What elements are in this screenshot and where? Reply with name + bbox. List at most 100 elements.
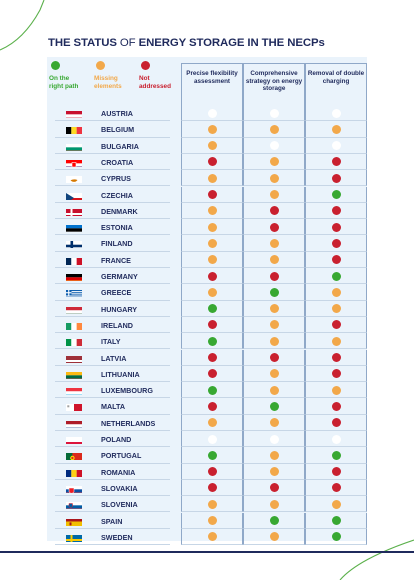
status-cell-flexibility — [181, 512, 243, 529]
denmark-flag-icon — [66, 206, 82, 216]
czechia-flag-icon — [66, 190, 82, 200]
country-name: SWEDEN — [101, 532, 133, 542]
column-header-strategy: Comprehensive strategy on energy storage — [243, 63, 305, 108]
country-cell: GREECE — [47, 284, 178, 301]
status-dot-green — [332, 190, 341, 199]
status-dot-orange — [332, 304, 341, 314]
status-dot-red — [208, 353, 217, 362]
status-cell-strategy — [243, 170, 305, 187]
status-dot-orange — [208, 141, 217, 151]
country-name: FRANCE — [101, 255, 131, 265]
status-cell-double-charging — [305, 121, 367, 138]
country-cell: FINLAND — [47, 235, 178, 252]
status-cell-double-charging — [305, 186, 367, 203]
legend-item-red: Not addressed — [139, 61, 179, 91]
country-name: ITALY — [101, 337, 121, 347]
status-dot-red — [208, 467, 217, 477]
status-dot-red — [270, 222, 279, 232]
status-cell-strategy — [243, 398, 305, 415]
status-dot-orange — [270, 418, 279, 428]
status-dot-white — [332, 108, 341, 118]
table-row: BELGIUM — [47, 121, 367, 138]
status-cell-flexibility — [181, 333, 243, 350]
table-row: ESTONIA — [47, 219, 367, 236]
status-dot-orange — [270, 157, 279, 167]
portugal-flag-icon — [66, 450, 82, 461]
cyprus-flag-icon — [66, 173, 82, 184]
status-dot-red — [332, 173, 341, 183]
status-cell-flexibility — [181, 414, 243, 431]
country-name: PORTUGAL — [101, 451, 142, 461]
belgium-flag-icon — [66, 124, 82, 135]
table-row: MALTA — [47, 398, 367, 415]
status-cell-flexibility — [181, 235, 243, 252]
italy-flag-icon — [66, 336, 82, 347]
poland-flag-icon — [66, 434, 82, 444]
footer-rule — [0, 551, 414, 553]
status-cell-double-charging — [305, 349, 367, 366]
status-cell-flexibility — [181, 316, 243, 334]
status-cell-double-charging — [305, 170, 367, 187]
legend-item-orange: Missing elements — [94, 61, 134, 91]
legend-item-green: On the right path — [49, 61, 89, 91]
greece-flag-icon — [66, 287, 82, 298]
row-divider — [55, 495, 170, 497]
row-divider — [55, 544, 170, 546]
status-cell-double-charging — [305, 365, 367, 383]
table-row: ITALY — [47, 333, 367, 350]
status-dot-red — [270, 483, 279, 493]
status-dot-green — [208, 450, 217, 460]
finland-flag-icon — [66, 238, 82, 249]
status-cell-double-charging — [305, 512, 367, 529]
status-dot-red — [208, 401, 217, 411]
country-name: CYPRUS — [101, 174, 131, 184]
status-cell-flexibility — [181, 431, 243, 448]
status-cell-flexibility — [181, 300, 243, 317]
status-cell-double-charging — [305, 316, 367, 334]
table-row: AUSTRIA — [47, 105, 367, 122]
status-dot-green — [270, 516, 279, 525]
legend: On the right path Missing elements Not a… — [47, 57, 178, 102]
country-cell: GERMANY — [47, 268, 178, 285]
status-dot-green — [208, 385, 217, 395]
status-dot-white — [270, 108, 279, 118]
slovenia-flag-icon — [66, 499, 82, 510]
table-row: LATVIA — [47, 349, 367, 366]
table-row: GREECE — [47, 284, 367, 301]
status-dot-red — [332, 467, 341, 477]
status-cell-flexibility — [181, 284, 243, 301]
column-header-flexibility: Precise flexibility assessment — [181, 63, 243, 108]
country-cell: CZECHIA — [47, 187, 178, 203]
sweden-flag-icon — [66, 532, 82, 542]
status-cell-flexibility — [181, 463, 243, 480]
bulgaria-flag-icon — [66, 141, 82, 151]
status-cell-strategy — [243, 121, 305, 138]
status-dot-red — [270, 206, 279, 216]
status-dot-red — [208, 190, 217, 199]
status-cell-flexibility — [181, 219, 243, 236]
title-part-1: THE STATUS — [48, 37, 117, 49]
table-row: IRELAND — [47, 316, 367, 334]
status-cell-flexibility — [181, 349, 243, 366]
country-cell: LITHUANIA — [47, 366, 178, 383]
lithuania-flag-icon — [66, 369, 82, 379]
row-divider — [55, 364, 170, 366]
status-dot-red — [332, 238, 341, 248]
status-dot-red — [208, 271, 217, 281]
status-cell-strategy — [243, 235, 305, 252]
table-row: CYPRUS — [47, 170, 367, 187]
status-dot-orange — [208, 287, 217, 297]
status-dot-orange — [270, 304, 279, 314]
status-dot-orange — [332, 336, 341, 346]
status-cell-strategy — [243, 268, 305, 285]
country-name: CZECHIA — [101, 190, 133, 200]
status-dot-green — [332, 450, 341, 460]
table-row: DENMARK — [47, 202, 367, 220]
page-title: THE STATUS OF ENERGY STORAGE IN THE NECP… — [48, 37, 325, 49]
status-dot-green — [332, 516, 341, 525]
country-cell: SLOVENIA — [47, 496, 178, 513]
table-row: FINLAND — [47, 235, 367, 252]
country-cell: ITALY — [47, 333, 178, 350]
slovakia-flag-icon — [66, 483, 82, 493]
